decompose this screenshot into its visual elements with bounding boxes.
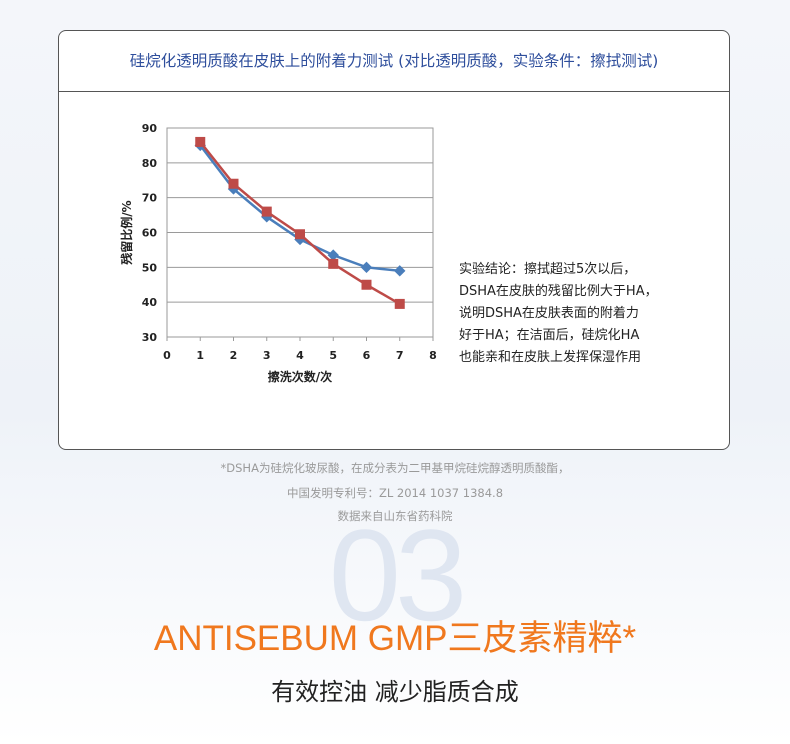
- data-point: [394, 298, 405, 309]
- series-line-0.5%HA: [199, 141, 401, 305]
- conclusion-line: 说明DSHA在皮肤表面的附着力: [459, 306, 639, 321]
- data-point: [295, 229, 305, 240]
- y-tick-label: 60: [142, 227, 158, 240]
- x-tick-label: 6: [363, 349, 371, 362]
- x-tick-label: 7: [396, 349, 404, 362]
- y-tick-label: 70: [142, 192, 158, 205]
- x-tick-label: 4: [296, 349, 304, 362]
- y-tick-label: 40: [142, 296, 158, 309]
- conclusion-text: 实验结论：擦拭超过5次以后， DSHA在皮肤的残留比例大于HA， 说明DSHA在…: [459, 259, 709, 369]
- conclusion-line: 好于HA；在洁面后，硅烷化HA: [459, 328, 640, 343]
- chart-card-title: 硅烷化透明质酸在皮肤上的附着力测试 (对比透明质酸，实验条件：擦拭测试): [59, 31, 729, 92]
- data-point: [327, 249, 339, 261]
- x-tick-label: 0: [163, 349, 171, 362]
- line-chart: 30405060708090012345678擦洗次数/次残留比例/%0.5%D…: [119, 122, 437, 384]
- data-point: [361, 279, 372, 290]
- y-tick-label: 80: [142, 157, 158, 170]
- section-number: 03: [328, 502, 468, 648]
- y-tick-label: 30: [142, 331, 158, 344]
- conclusion-line: 实验结论：擦拭超过5次以后，: [459, 262, 637, 277]
- conclusion-line: DSHA在皮肤的残留比例大于HA，: [459, 284, 658, 299]
- data-point: [261, 206, 272, 217]
- headline: ANTISEBUM GMP三皮素精粹*: [153, 619, 637, 658]
- data-point: [360, 261, 373, 274]
- y-tick-label: 90: [142, 122, 158, 135]
- x-tick-label: 8: [429, 349, 437, 362]
- x-tick-label: 3: [263, 349, 271, 362]
- chart-card: 硅烷化透明质酸在皮肤上的附着力测试 (对比透明质酸，实验条件：擦拭测试) 30 4…: [58, 30, 730, 450]
- x-axis-label: 擦洗次数/次: [268, 369, 332, 384]
- data-point: [195, 136, 206, 147]
- x-tick-label: 5: [329, 349, 337, 362]
- data-point: [228, 178, 239, 189]
- x-tick-label: 2: [230, 349, 238, 362]
- footnote-line: 数据来自山东省药科院: [337, 509, 453, 523]
- footnote-line: *DSHA为硅烷化玻尿酸，在成分表为二甲基甲烷硅烷醇透明质酸酯，: [220, 461, 570, 475]
- subline: 有效控油 减少脂质合成: [271, 678, 519, 706]
- data-point: [394, 265, 406, 277]
- data-point: [328, 258, 339, 269]
- conclusion-line: 也能亲和在皮肤上发挥保湿作用: [459, 350, 642, 365]
- series-line-0.5%DSHA: [199, 144, 400, 273]
- footnote-line: 中国发明专利号：ZL 2014 1037 1384.8: [286, 486, 504, 500]
- x-tick-label: 1: [196, 349, 204, 362]
- y-tick-label: 50: [142, 261, 158, 274]
- y-axis-label: 残留比例/%: [119, 200, 134, 264]
